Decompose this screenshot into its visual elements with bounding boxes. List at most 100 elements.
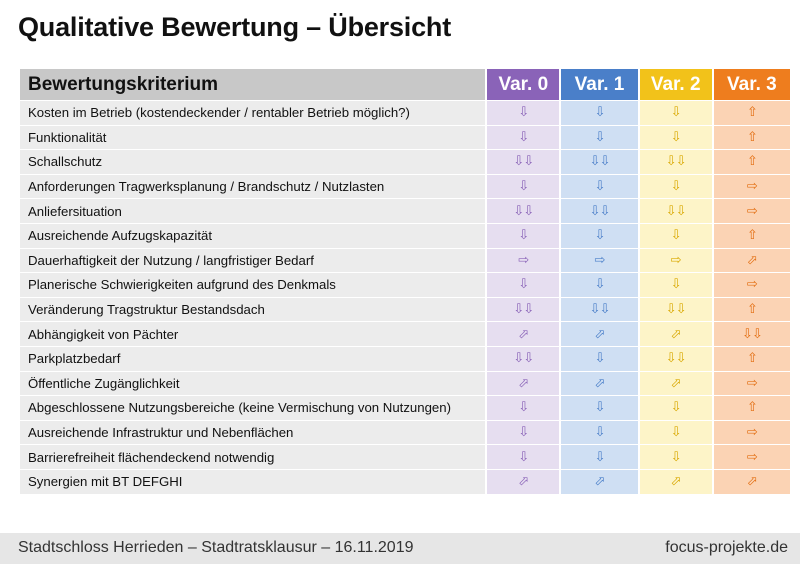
rating-var-3-cell: ⇨	[713, 445, 790, 469]
rating-var-3-cell: ⇧	[713, 223, 790, 248]
rating-var-3-cell: ⬀	[713, 248, 790, 273]
table-row: Planerische Schwierigkeiten aufgrund des…	[20, 273, 790, 297]
rating-var-0-cell: ⇩	[487, 445, 560, 469]
rating-var-2-cell: ⇩⇩	[639, 297, 712, 322]
criterion-cell: Parkplatzbedarf	[20, 346, 486, 371]
rating-var-1-cell: ⬀	[561, 322, 638, 346]
rating-var-0-cell: ⇩	[487, 101, 560, 125]
rating-var-2-cell: ⇨	[639, 248, 712, 273]
rating-var-1-cell: ⇩	[561, 174, 638, 199]
rating-var-3-cell: ⇧	[713, 396, 790, 420]
table-row: Parkplatzbedarf ⇩⇩ ⇩ ⇩⇩ ⇧	[20, 346, 790, 371]
rating-var-1-cell: ⇩⇩	[561, 150, 638, 174]
footer-bar	[0, 533, 800, 564]
table-row: Veränderung Tragstruktur Bestandsdach ⇩⇩ ⇩…	[20, 297, 790, 322]
rating-var-1-cell: ⬀	[561, 371, 638, 396]
rating-var-1-cell: ⇩⇩	[561, 297, 638, 322]
rating-var-1-cell: ⇩	[561, 273, 638, 297]
rating-var-2-cell: ⇩	[639, 420, 712, 445]
table-row: Synergien mit BT DEFGHI ⬀ ⬀ ⬀ ⬀	[20, 469, 790, 494]
rating-var-3-cell: ⇨	[713, 273, 790, 297]
rating-var-0-cell: ⇩	[487, 396, 560, 420]
rating-var-0-cell: ⇩	[487, 273, 560, 297]
rating-var-3-cell: ⇨	[713, 420, 790, 445]
criterion-cell: Ausreichende Infrastruktur und Nebenfläc…	[20, 420, 486, 445]
rating-var-2-cell: ⇩	[639, 273, 712, 297]
rating-var-0-cell: ⇩⇩	[487, 150, 560, 174]
rating-var-3-cell: ⇨	[713, 199, 790, 223]
rating-var-2-cell: ⇩	[639, 445, 712, 469]
rating-var-2-cell: ⇩	[639, 223, 712, 248]
criterion-cell: Barrierefreiheit flächendeckend notwendi…	[20, 445, 486, 469]
table-row: Abhängigkeit von Pächter ⬀ ⬀ ⬀ ⇩⇩	[20, 322, 790, 346]
footer-event-text: Stadtschloss Herrieden – Stadtratsklausu…	[18, 539, 414, 556]
rating-var-2-cell: ⇩⇩	[639, 346, 712, 371]
rating-var-2-cell: ⬀	[639, 469, 712, 494]
rating-var-1-cell: ⇩	[561, 346, 638, 371]
header-var-0: Var. 0	[487, 69, 560, 100]
table-row: Schallschutz ⇩⇩ ⇩⇩ ⇩⇩ ⇧	[20, 150, 790, 174]
rating-var-1-cell: ⬀	[561, 469, 638, 494]
rating-var-2-cell: ⇩	[639, 101, 712, 125]
criterion-cell: Dauerhaftigkeit der Nutzung / langfristi…	[20, 248, 486, 273]
table-row: Dauerhaftigkeit der Nutzung / langfristi…	[20, 248, 790, 273]
table-row: Barrierefreiheit flächendeckend notwendi…	[20, 445, 790, 469]
page-title: Qualitative Bewertung – Übersicht	[18, 12, 452, 42]
rating-var-0-cell: ⇩	[487, 174, 560, 199]
rating-var-1-cell: ⇩	[561, 396, 638, 420]
rating-var-2-cell: ⬀	[639, 371, 712, 396]
table-row: Öffentliche Zugänglichkeit ⬀ ⬀ ⬀ ⇨	[20, 371, 790, 396]
criterion-cell: Schallschutz	[20, 150, 486, 174]
rating-var-3-cell: ⇨	[713, 174, 790, 199]
rating-var-0-cell: ⇩⇩	[487, 346, 560, 371]
criterion-cell: Öffentliche Zugänglichkeit	[20, 371, 486, 396]
criterion-cell: Synergien mit BT DEFGHI	[20, 469, 486, 494]
rating-var-0-cell: ⇩	[487, 223, 560, 248]
rating-var-0-cell: ⬀	[487, 371, 560, 396]
rating-var-2-cell: ⇩	[639, 396, 712, 420]
rating-var-0-cell: ⇩⇩	[487, 199, 560, 223]
rating-var-2-cell: ⇩⇩	[639, 199, 712, 223]
table-row: Anforderungen Tragwerksplanung / Brandsc…	[20, 174, 790, 199]
rating-var-1-cell: ⇨	[561, 248, 638, 273]
criterion-cell: Ausreichende Aufzugskapazität	[20, 223, 486, 248]
header-var-3: Var. 3	[713, 69, 790, 100]
criterion-cell: Kosten im Betrieb (kostendeckender / ren…	[20, 101, 486, 125]
rating-var-0-cell: ⇩⇩	[487, 297, 560, 322]
table-body: Kosten im Betrieb (kostendeckender / ren…	[20, 101, 790, 494]
table-row: Ausreichende Infrastruktur und Nebenfläc…	[20, 420, 790, 445]
rating-var-2-cell: ⇩	[639, 174, 712, 199]
rating-var-3-cell: ⇧	[713, 125, 790, 150]
criterion-cell: Abgeschlossene Nutzungsbereiche (keine V…	[20, 396, 486, 420]
criterion-cell: Funktionalität	[20, 125, 486, 150]
rating-var-1-cell: ⇩⇩	[561, 199, 638, 223]
evaluation-table: Bewertungskriterium Var. 0 Var. 1 Var. 2…	[18, 68, 792, 495]
header-var-1: Var. 1	[561, 69, 638, 100]
rating-var-3-cell: ⇩⇩	[713, 322, 790, 346]
rating-var-2-cell: ⇩	[639, 125, 712, 150]
table-row: Ausreichende Aufzugskapazität ⇩ ⇩ ⇩ ⇧	[20, 223, 790, 248]
footer-website: focus-projekte.de	[665, 539, 788, 556]
criterion-cell: Abhängigkeit von Pächter	[20, 322, 486, 346]
table-row: Kosten im Betrieb (kostendeckender / ren…	[20, 101, 790, 125]
rating-var-3-cell: ⇨	[713, 371, 790, 396]
criterion-cell: Anforderungen Tragwerksplanung / Brandsc…	[20, 174, 486, 199]
table-row: Funktionalität ⇩ ⇩ ⇩ ⇧	[20, 125, 790, 150]
header-criterion: Bewertungskriterium	[20, 69, 486, 100]
header-var-2: Var. 2	[639, 69, 712, 100]
rating-var-2-cell: ⇩⇩	[639, 150, 712, 174]
criterion-cell: Anliefersituation	[20, 199, 486, 223]
rating-var-3-cell: ⇧	[713, 346, 790, 371]
table-row: Anliefersituation ⇩⇩ ⇩⇩ ⇩⇩ ⇨	[20, 199, 790, 223]
rating-var-1-cell: ⇩	[561, 101, 638, 125]
rating-var-0-cell: ⇩	[487, 420, 560, 445]
criterion-cell: Veränderung Tragstruktur Bestandsdach	[20, 297, 486, 322]
rating-var-1-cell: ⇩	[561, 125, 638, 150]
rating-var-2-cell: ⬀	[639, 322, 712, 346]
table-row: Abgeschlossene Nutzungsbereiche (keine V…	[20, 396, 790, 420]
table-header-row: Bewertungskriterium Var. 0 Var. 1 Var. 2…	[20, 69, 790, 100]
rating-var-0-cell: ⬀	[487, 469, 560, 494]
rating-var-3-cell: ⇧	[713, 150, 790, 174]
rating-var-0-cell: ⬀	[487, 322, 560, 346]
rating-var-0-cell: ⇨	[487, 248, 560, 273]
